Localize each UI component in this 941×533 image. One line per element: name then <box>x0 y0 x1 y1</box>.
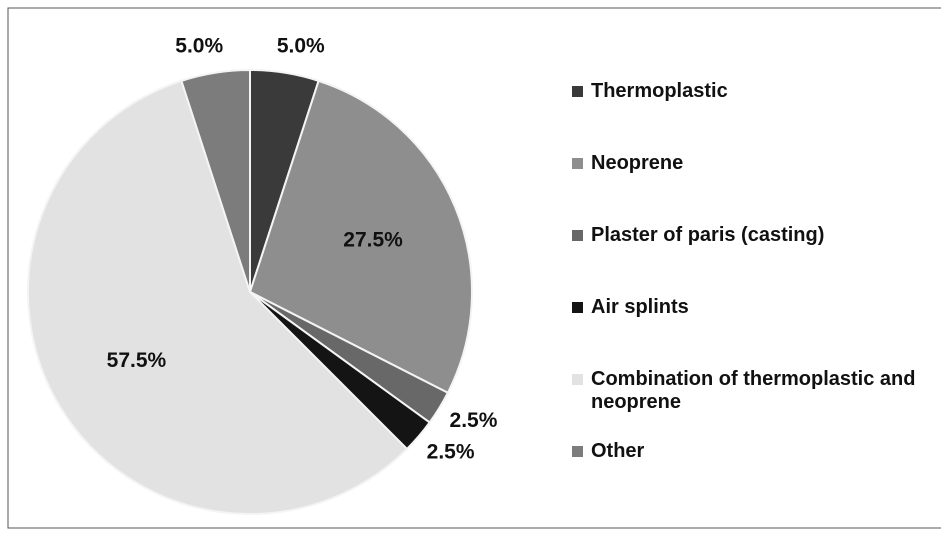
legend-item: Thermoplastic <box>572 80 941 152</box>
legend-swatch <box>572 374 583 385</box>
legend-label: Plaster of paris (casting) <box>591 224 825 246</box>
legend-label: Neoprene <box>591 152 684 174</box>
data-label: 5.0% <box>175 35 223 58</box>
legend-swatch <box>572 302 583 313</box>
data-label: 2.5% <box>450 409 498 432</box>
legend: Thermoplastic Neoprene Plaster of paris (c… <box>572 80 941 512</box>
legend-swatch <box>572 158 583 169</box>
legend-item: Combination of thermoplastic and neopren… <box>572 368 941 440</box>
pie-slice <box>27 79 409 515</box>
frame <box>7 7 941 529</box>
data-label: 2.5% <box>427 441 475 464</box>
pie-slice <box>248 79 473 395</box>
data-label: 27.5% <box>343 229 403 252</box>
legend-item: Air splints <box>572 296 941 368</box>
legend-item: Other <box>572 440 941 512</box>
legend-label: Combination of thermoplastic and neopren… <box>591 368 916 413</box>
legend-label: Air splints <box>591 296 689 318</box>
legend-item: Neoprene <box>572 152 941 224</box>
legend-swatch <box>572 230 583 241</box>
data-label: 5.0% <box>277 35 325 58</box>
pie-slice <box>180 68 251 293</box>
legend-item: Plaster of paris (casting) <box>572 224 941 296</box>
legend-swatch <box>572 86 583 97</box>
legend-swatch <box>572 446 583 457</box>
legend-label: Other <box>591 440 645 462</box>
legend-label: Thermoplastic <box>591 80 728 102</box>
data-label: 57.5% <box>107 349 167 372</box>
